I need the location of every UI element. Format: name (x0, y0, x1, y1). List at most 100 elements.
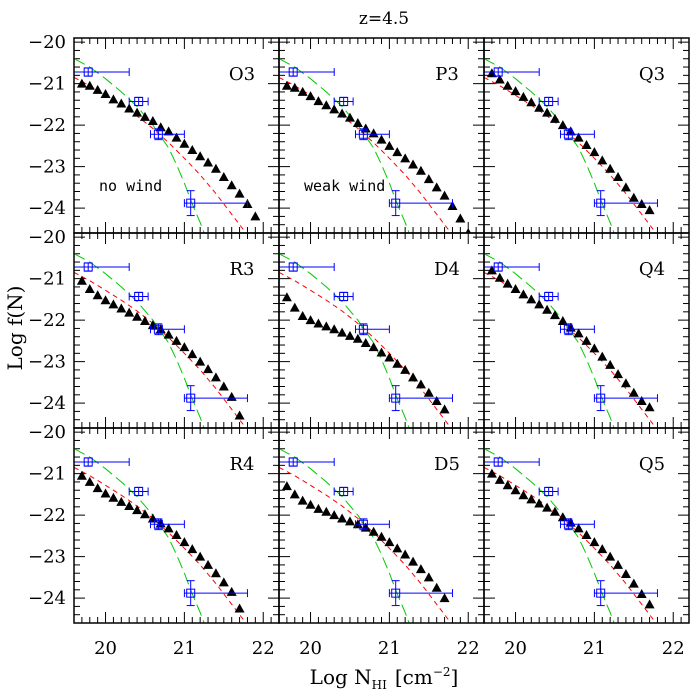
sim-data-point (526, 97, 537, 107)
sim-data-point (368, 342, 379, 352)
sim-data-point (542, 107, 553, 117)
sim-data-point (171, 530, 182, 540)
sim-data-point (210, 163, 221, 173)
obs-data-point (391, 393, 401, 403)
y-tick-label: −22 (28, 310, 66, 331)
sim-data-point (108, 492, 119, 502)
sim-data-point (542, 304, 553, 314)
y-tick-label: −22 (28, 115, 66, 136)
sim-data-point (400, 153, 411, 163)
sim-data-point (234, 603, 245, 613)
sim-data-point (557, 120, 568, 130)
sim-data-point (337, 513, 348, 523)
x-tick-label: 22 (457, 638, 480, 659)
sim-data-point (100, 295, 111, 305)
y-tick-label: −20 (28, 32, 66, 53)
sim-data-point (400, 364, 411, 374)
fit-curve-red (279, 76, 452, 233)
obs-data-point (391, 588, 401, 598)
x-tick-label: 21 (583, 638, 606, 659)
sim-data-point (163, 329, 174, 339)
sim-data-point (368, 128, 379, 138)
panel-annotation: no wind (99, 177, 162, 195)
y-tick-label: −24 (28, 198, 66, 219)
panel-label: R3 (229, 259, 254, 280)
sim-data-point (549, 113, 560, 123)
sim-data-point (124, 307, 135, 317)
sim-data-point (92, 84, 103, 94)
obs-data-point (493, 262, 503, 272)
panel-frame (483, 427, 690, 624)
sim-data-point (376, 134, 387, 144)
sim-data-point (337, 327, 348, 337)
sim-data-point (92, 290, 103, 300)
sim-data-point (644, 402, 655, 412)
sim-data-point (281, 481, 292, 491)
sim-data-point (384, 140, 395, 150)
x-axis-label-close: ] (451, 665, 459, 689)
sim-data-point (297, 310, 308, 320)
sim-data-point (171, 132, 182, 142)
sim-data-point (408, 372, 419, 382)
sim-data-point (163, 126, 174, 136)
sim-data-point (210, 568, 221, 578)
sim-data-point (534, 498, 545, 508)
obs-data-point (563, 324, 573, 334)
panel-plot-area (74, 448, 248, 623)
panel-plot-area (484, 253, 658, 428)
sim-data-point (352, 333, 363, 343)
fit-curve-red (279, 466, 452, 623)
sim-data-point (195, 551, 206, 561)
panel-plot-area (74, 253, 248, 428)
panel-d5: D5 (278, 427, 485, 624)
obs-data-point (544, 291, 554, 301)
sim-data-point (289, 489, 300, 499)
y-tick-label: −21 (28, 464, 66, 485)
sim-data-point (423, 174, 434, 184)
sim-data-point (76, 78, 87, 88)
fit-curve-red (484, 271, 657, 428)
sim-data-point (337, 108, 348, 118)
sim-data-point (423, 387, 434, 397)
panel-label: Q3 (639, 64, 665, 85)
sim-data-point (518, 91, 529, 101)
sim-data-point (597, 351, 608, 361)
sim-data-point (431, 582, 442, 592)
panel-label: R4 (229, 454, 254, 475)
x-tick-label: 20 (94, 638, 117, 659)
sim-data-point (234, 410, 245, 420)
sim-data-point (234, 188, 245, 198)
sim-data-point (589, 147, 600, 157)
sim-data-point (581, 530, 592, 540)
sim-data-point (549, 310, 560, 320)
obs-data-point (596, 198, 606, 208)
sim-data-point (408, 159, 419, 169)
sim-data-point (613, 559, 624, 569)
sim-data-point (620, 378, 631, 388)
sim-data-point (84, 284, 95, 294)
y-tick-label: −21 (28, 269, 66, 290)
sim-data-point (423, 572, 434, 582)
sim-data-point (344, 112, 355, 122)
sim-data-point (329, 324, 340, 334)
sim-data-point (329, 510, 340, 520)
sim-data-point (250, 211, 261, 221)
sim-data-point (510, 86, 521, 96)
sim-data-point (542, 502, 553, 512)
panel-label: Q4 (639, 259, 665, 280)
sim-data-point (116, 496, 127, 506)
y-axis-label: Log f(N) (3, 286, 27, 371)
obs-data-point (83, 67, 93, 77)
sim-data-point (534, 102, 545, 112)
fit-curve-red (484, 466, 657, 623)
sim-data-point (502, 80, 513, 90)
sim-data-point (226, 391, 237, 401)
sim-data-point (494, 474, 505, 484)
y-tick-labels: −20 −21 −22 −23 −24 −20 −21 −22 −23 −24 −20 −21 −22 −… (28, 32, 66, 609)
obs-data-point (153, 129, 163, 139)
sim-data-point (455, 213, 466, 223)
sim-data-point (376, 347, 387, 357)
sim-data-point (465, 228, 472, 233)
sim-data-point (352, 118, 363, 128)
fit-curve-red (484, 76, 657, 233)
